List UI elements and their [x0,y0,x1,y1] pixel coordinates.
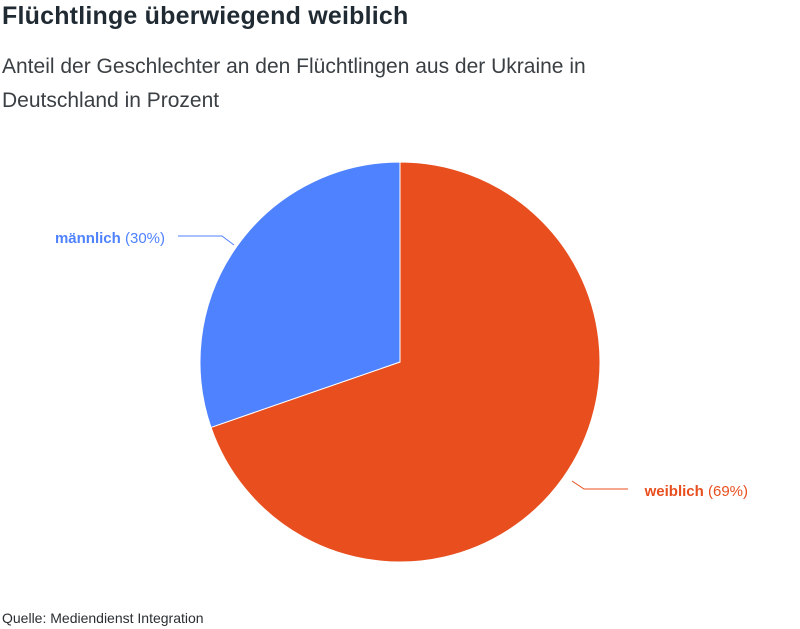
pie-label-value: (30%) [121,230,165,247]
pie-label-value: (69%) [704,483,748,500]
pie-slices [199,161,601,563]
pie-label-männlich: männlich (30%) [55,230,165,247]
chart-subtitle: Anteil der Geschlechter an den Flüchtlin… [2,55,586,112]
chart-title: Flüchtlinge überwiegend weiblich [2,2,409,30]
pie-slice-weiblich [210,161,601,563]
pie-label-lines [178,235,628,490]
pie-label-line-weiblich [571,480,628,490]
pie-slice-männlich [199,161,401,429]
pie-label-name: weiblich [644,483,704,500]
pie-label-weiblich: weiblich (69%) [644,483,748,500]
pie-label-name: männlich [55,230,121,247]
source-note: Quelle: Mediendienst Integration [2,610,204,626]
pie-labels: weiblich (69%) männlich (30%) [55,230,748,500]
pie-label-line-männlich [178,235,235,246]
